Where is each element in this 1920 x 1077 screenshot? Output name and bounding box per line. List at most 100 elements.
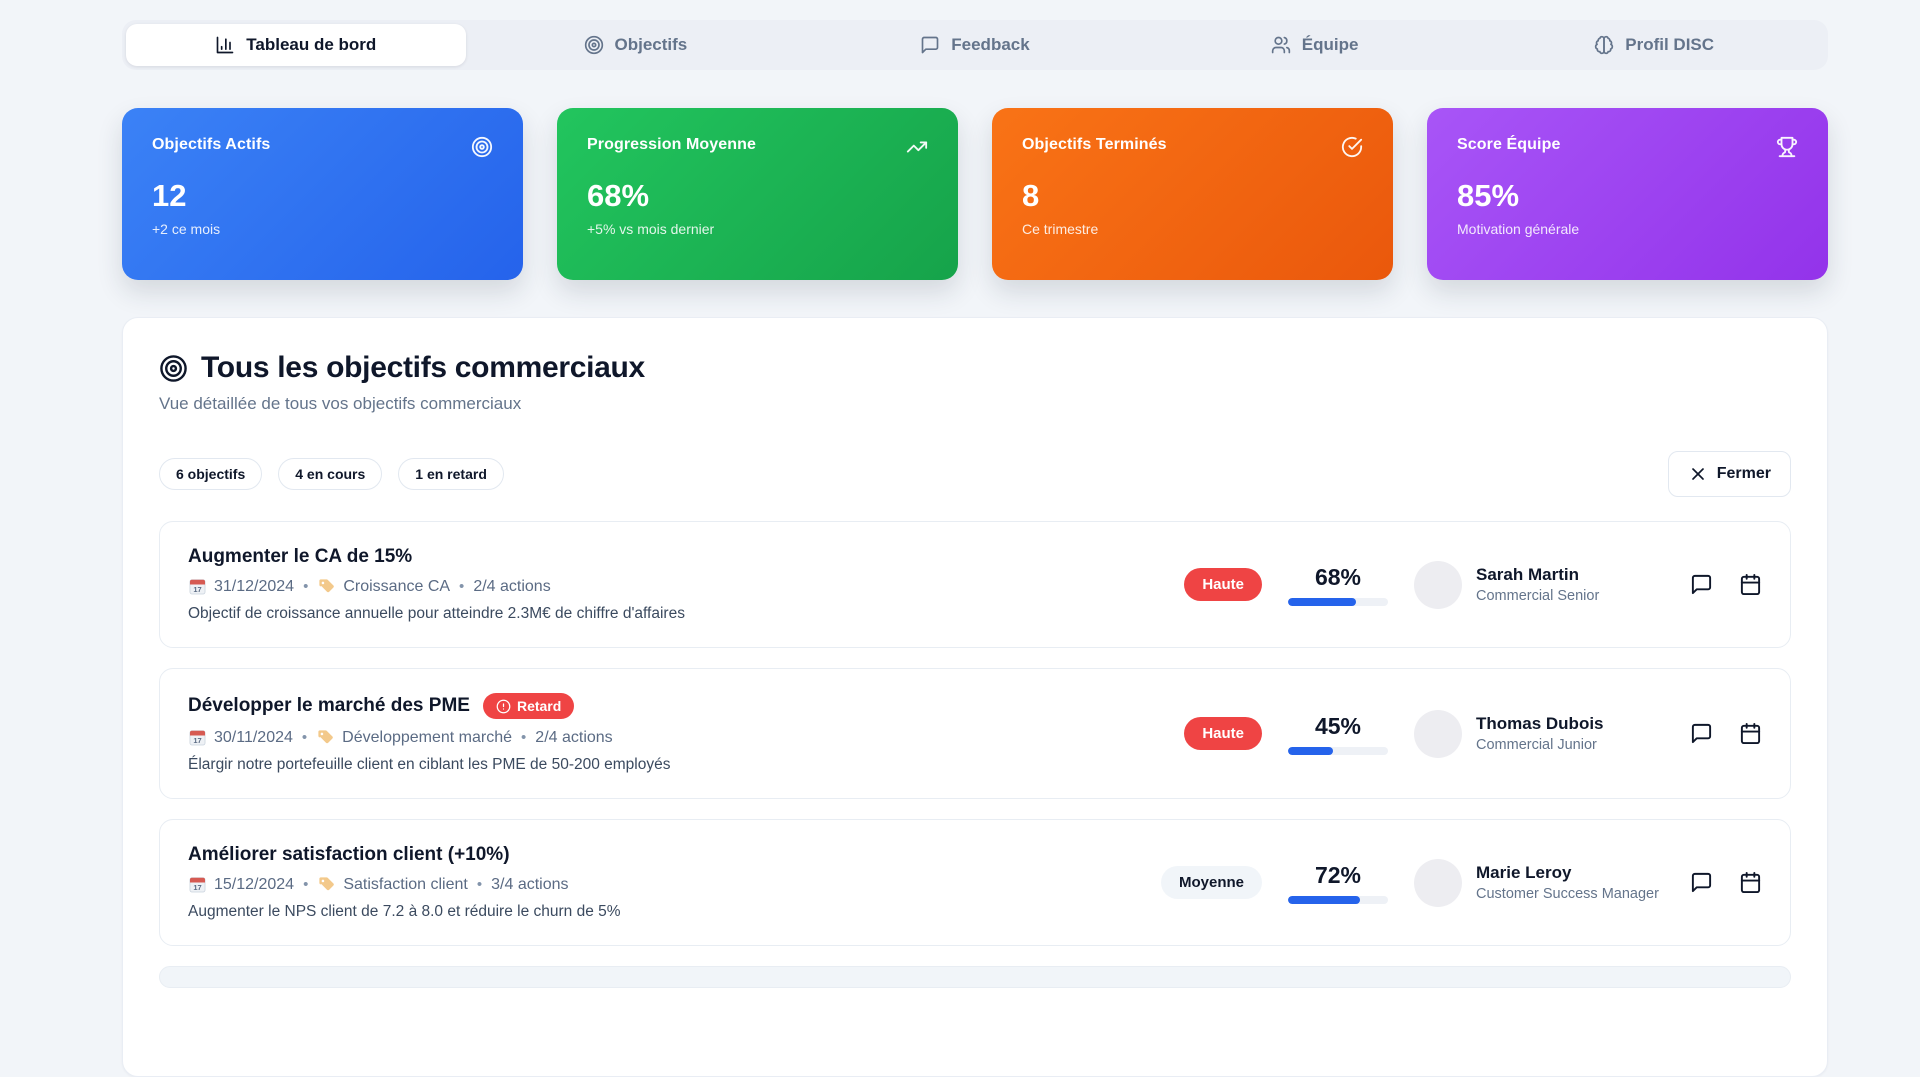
comment-button[interactable] bbox=[1690, 871, 1713, 894]
top-nav: Tableau de bord Objectifs Feedback Équip… bbox=[122, 20, 1828, 70]
tag-emoji-icon bbox=[317, 875, 336, 894]
separator-dot: • bbox=[476, 876, 483, 893]
objective-card-partial[interactable] bbox=[159, 966, 1791, 988]
tab-objectifs[interactable]: Objectifs bbox=[466, 24, 806, 66]
page-title: Tous les objectifs commerciaux bbox=[201, 351, 645, 384]
alert-circle-icon bbox=[496, 699, 511, 714]
progress-bar-fill bbox=[1288, 895, 1360, 904]
progress-percent: 68% bbox=[1314, 563, 1362, 590]
priority-badge: Moyenne bbox=[1160, 866, 1262, 899]
calendar-emoji-icon bbox=[188, 577, 207, 596]
tab-label: Équipe bbox=[1301, 35, 1359, 54]
tag-emoji-icon bbox=[316, 728, 335, 747]
due-date: 31/12/2024 bbox=[188, 577, 294, 596]
owner-role: Customer Success Manager bbox=[1476, 886, 1659, 902]
objective-card[interactable]: Améliorer satisfaction client (+10%) 15/… bbox=[159, 819, 1791, 946]
owner-name: Sarah Martin bbox=[1476, 565, 1579, 584]
tab-feedback[interactable]: Feedback bbox=[805, 24, 1145, 66]
calendar-button[interactable] bbox=[1739, 722, 1762, 745]
tag-emoji-icon bbox=[317, 577, 336, 596]
calendar-button[interactable] bbox=[1739, 573, 1762, 596]
progress-bar-fill bbox=[1288, 746, 1333, 755]
objective-description: Élargir notre portefeuille client en cib… bbox=[188, 756, 671, 773]
separator-dot: • bbox=[521, 729, 527, 746]
objective-card[interactable]: Développer le marché des PME Retard 30/1… bbox=[159, 668, 1791, 799]
close-icon bbox=[1688, 464, 1708, 484]
stat-subtitle: Motivation générale bbox=[1457, 221, 1580, 237]
owner-role: Commercial Senior bbox=[1476, 588, 1600, 604]
tab-tableau-de-bord[interactable]: Tableau de bord bbox=[126, 24, 466, 66]
owner-role: Commercial Junior bbox=[1476, 737, 1597, 753]
stat-value: 12 bbox=[152, 178, 187, 213]
due-date: 15/12/2024 bbox=[188, 875, 294, 894]
calendar-emoji-icon bbox=[188, 875, 207, 894]
message-icon bbox=[1690, 722, 1713, 745]
tab-profil-disc[interactable]: Profil DISC bbox=[1484, 24, 1824, 66]
owner-name: Thomas Dubois bbox=[1476, 714, 1604, 733]
category: Satisfaction client bbox=[317, 875, 468, 894]
page-container: Tableau de bord Objectifs Feedback Équip… bbox=[122, 20, 1828, 1077]
progress-bar bbox=[1288, 597, 1388, 606]
tab-label: Tableau de bord bbox=[246, 35, 377, 54]
stat-card-score-equipe: Score Équipe 85% Motivation générale bbox=[1427, 108, 1828, 280]
brain-icon bbox=[1594, 35, 1614, 55]
progress-block: 72% bbox=[1288, 862, 1388, 904]
priority-badge: Haute bbox=[1184, 568, 1262, 601]
stat-card-objectifs-termines: Objectifs Terminés 8 Ce trimestre bbox=[992, 108, 1393, 280]
category: Croissance CA bbox=[317, 577, 450, 596]
owner-block: Marie Leroy Customer Success Manager bbox=[1414, 858, 1664, 907]
progress-percent: 45% bbox=[1314, 712, 1362, 739]
badge-en-cours-count: 4 en cours bbox=[278, 458, 383, 490]
stat-value: 8 bbox=[1022, 178, 1040, 213]
objectives-panel: Tous les objectifs commerciaux Vue détai… bbox=[122, 317, 1828, 1077]
objective-title: Augmenter le CA de 15% bbox=[188, 546, 413, 567]
target-icon bbox=[471, 136, 493, 158]
check-circle-icon bbox=[1341, 136, 1363, 158]
stat-title: Objectifs Actifs bbox=[152, 136, 271, 153]
comment-button[interactable] bbox=[1690, 573, 1713, 596]
tab-label: Feedback bbox=[951, 35, 1030, 54]
target-icon bbox=[584, 35, 604, 55]
calendar-emoji-icon bbox=[188, 728, 207, 747]
users-icon bbox=[1271, 35, 1291, 55]
tab-label: Profil DISC bbox=[1625, 35, 1715, 54]
separator-dot: • bbox=[303, 578, 309, 595]
priority-badge: Haute bbox=[1184, 717, 1262, 750]
bar-chart-icon bbox=[215, 35, 235, 55]
actions-count: 2/4 actions bbox=[535, 728, 613, 746]
close-button[interactable]: Fermer bbox=[1667, 451, 1791, 497]
avatar bbox=[1414, 858, 1462, 907]
calendar-icon bbox=[1739, 573, 1762, 596]
objective-description: Objectif de croissance annuelle pour att… bbox=[188, 605, 685, 622]
close-button-label: Fermer bbox=[1716, 465, 1771, 482]
calendar-icon bbox=[1739, 871, 1762, 894]
stat-subtitle: +2 ce mois bbox=[152, 221, 221, 237]
separator-dot: • bbox=[459, 578, 465, 595]
page-subtitle: Vue détaillée de tous vos objectifs comm… bbox=[159, 394, 522, 413]
stat-title: Progression Moyenne bbox=[587, 136, 757, 153]
stat-card-progression-moyenne: Progression Moyenne 68% +5% vs mois dern… bbox=[557, 108, 958, 280]
trending-up-icon bbox=[906, 136, 928, 158]
calendar-button[interactable] bbox=[1739, 871, 1762, 894]
target-icon bbox=[159, 354, 188, 383]
separator-dot: • bbox=[301, 729, 308, 746]
objectives-list: Augmenter le CA de 15% 31/12/2024 • Croi… bbox=[159, 521, 1791, 988]
message-icon bbox=[1690, 573, 1713, 596]
objective-title: Développer le marché des PME bbox=[188, 695, 470, 716]
trophy-icon bbox=[1776, 136, 1798, 158]
tab-equipe[interactable]: Équipe bbox=[1145, 24, 1485, 66]
stat-card-objectifs-actifs: Objectifs Actifs 12 +2 ce mois bbox=[122, 108, 523, 280]
stat-subtitle: +5% vs mois dernier bbox=[587, 221, 715, 237]
actions-count: 3/4 actions bbox=[491, 875, 569, 893]
stat-title: Objectifs Terminés bbox=[1022, 136, 1167, 153]
stat-subtitle: Ce trimestre bbox=[1022, 221, 1099, 237]
owner-block: Thomas Dubois Commercial Junior bbox=[1414, 709, 1664, 758]
tab-label: Objectifs bbox=[614, 35, 688, 54]
comment-button[interactable] bbox=[1690, 722, 1713, 745]
objective-card[interactable]: Augmenter le CA de 15% 31/12/2024 • Croi… bbox=[159, 521, 1791, 648]
message-icon bbox=[1690, 871, 1713, 894]
message-icon bbox=[920, 35, 940, 55]
stat-value: 68% bbox=[587, 178, 650, 213]
objective-description: Augmenter le NPS client de 7.2 à 8.0 et … bbox=[188, 903, 621, 920]
stat-value: 85% bbox=[1457, 178, 1520, 213]
